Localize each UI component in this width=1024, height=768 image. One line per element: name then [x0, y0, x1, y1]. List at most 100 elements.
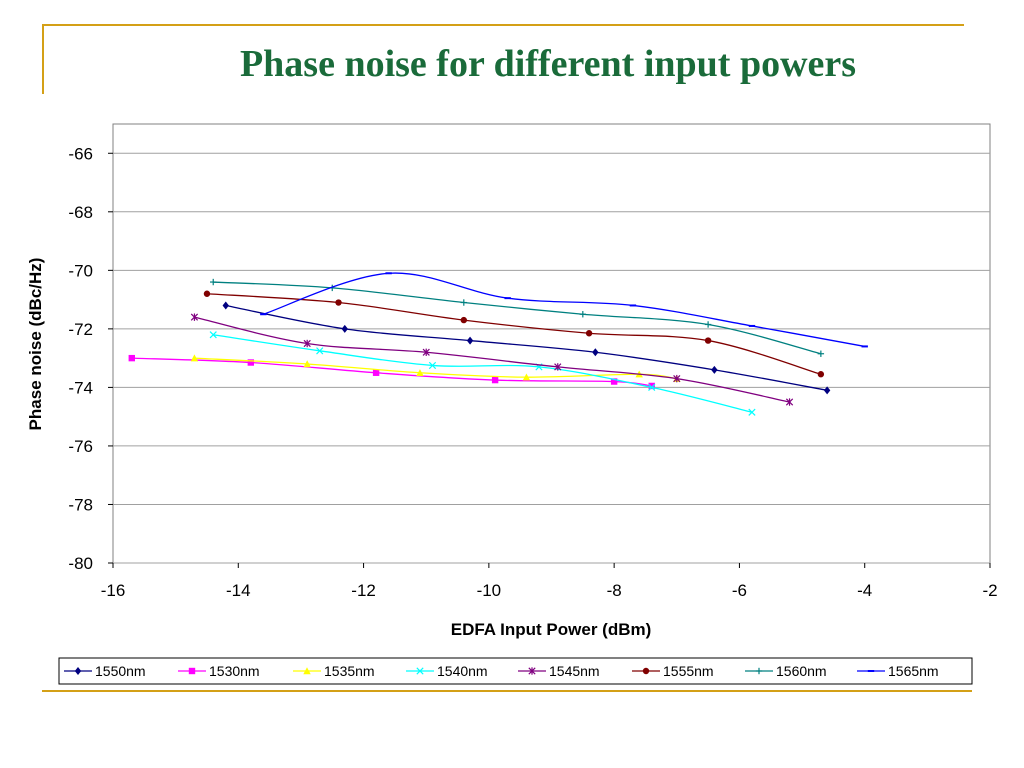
y-tick-label: -70	[68, 261, 93, 280]
legend-entry-1550nm: 1550nm	[64, 663, 146, 679]
data-point	[466, 336, 474, 345]
data-point	[190, 313, 199, 321]
y-tick-label: -78	[68, 495, 93, 514]
data-point	[861, 345, 868, 348]
legend-label: 1535nm	[324, 663, 375, 679]
data-point	[704, 321, 712, 328]
x-tick-label: -10	[477, 581, 502, 600]
legend-entry-1535nm: 1535nm	[293, 663, 375, 679]
series-1560nm	[210, 278, 825, 357]
data-point	[385, 272, 392, 275]
legend-entry-1560nm: 1560nm	[745, 663, 827, 679]
legend-entry-1565nm: 1565nm	[857, 663, 939, 679]
series-line	[213, 334, 753, 413]
data-point	[203, 290, 211, 297]
x-tick-label: -16	[101, 581, 126, 600]
legend-entry-1530nm: 1530nm	[178, 663, 260, 679]
legend-label: 1530nm	[209, 663, 260, 679]
data-point	[817, 350, 825, 357]
data-point	[416, 369, 424, 376]
series-line	[213, 281, 822, 355]
x-tick-label: -4	[857, 581, 872, 600]
series-1530nm	[128, 354, 655, 390]
data-point	[610, 378, 618, 385]
data-point	[823, 386, 831, 395]
x-tick-label: -6	[732, 581, 747, 600]
data-point	[522, 373, 531, 381]
data-point	[673, 374, 681, 383]
legend-label: 1545nm	[549, 663, 600, 679]
legend-marker	[642, 667, 650, 675]
data-point	[128, 354, 135, 362]
slide-title: Phase noise for different input powers	[239, 43, 857, 85]
legend-marker	[755, 667, 763, 675]
data-point	[335, 299, 342, 306]
data-point	[372, 369, 380, 376]
legend-marker	[867, 670, 875, 672]
series-1565nm	[260, 272, 868, 348]
data-point	[629, 304, 637, 307]
series-1540nm	[209, 331, 756, 416]
legend-marker	[188, 667, 196, 675]
y-tick-label: -74	[68, 378, 93, 397]
data-point	[316, 347, 324, 355]
gridlines	[113, 152, 990, 564]
y-tick-label: -66	[68, 144, 93, 163]
slide-frame-top-line	[42, 24, 964, 26]
data-point	[422, 348, 430, 356]
data-point	[748, 324, 756, 327]
tick-labels: -66 -68 -70 -72 -74 -76 -78 -80 -16 -14 -12 -10 -8 -6…	[68, 144, 997, 600]
series-line	[263, 272, 865, 348]
series-line	[225, 304, 828, 391]
legend-label: 1555nm	[663, 663, 714, 679]
data-point	[648, 383, 656, 392]
legend: 1550nm 1530nm 1535nm 1540nm 1545nm 1555nm 1560…	[64, 663, 939, 679]
series-1555nm	[203, 290, 825, 378]
data-point	[585, 330, 593, 337]
data-point	[579, 311, 587, 318]
data-point	[748, 408, 756, 416]
data-point	[504, 297, 511, 300]
legend-entry-1555nm: 1555nm	[632, 663, 714, 679]
data-point	[341, 324, 348, 333]
x-tick-label: -2	[982, 581, 997, 600]
series-lines	[128, 272, 868, 416]
legend-marker	[74, 667, 82, 675]
x-axis-title: EDFA Input Power (dBm)	[451, 620, 652, 639]
series-line	[206, 293, 822, 375]
legend-entry-1545nm: 1545nm	[518, 663, 600, 679]
plot-area	[112, 123, 991, 564]
data-point	[210, 278, 217, 286]
data-point	[222, 301, 229, 310]
data-point	[209, 331, 217, 339]
legend-marker	[528, 667, 536, 675]
legend-box	[58, 657, 973, 685]
legend-marker	[303, 667, 311, 675]
data-point	[460, 316, 467, 324]
data-point	[260, 313, 267, 316]
data-point	[592, 348, 599, 357]
data-point	[303, 360, 311, 368]
legend-label: 1565nm	[888, 663, 939, 679]
legend-label: 1560nm	[776, 663, 827, 679]
y-tick-label: -72	[68, 320, 93, 339]
series-1550nm	[222, 301, 831, 395]
data-point	[303, 339, 311, 348]
x-tick-label: -12	[351, 581, 376, 600]
data-point	[704, 337, 712, 344]
y-axis-title: Phase noise (dBc/Hz)	[26, 258, 45, 431]
y-tick-label: -68	[68, 203, 93, 222]
series-1545nm	[190, 313, 794, 406]
slide-frame-bottom-line	[42, 690, 972, 692]
series-line	[194, 316, 790, 403]
legend-label: 1550nm	[95, 663, 146, 679]
legend-label: 1540nm	[437, 663, 488, 679]
data-point	[785, 398, 794, 406]
legend-entry-1540nm: 1540nm	[406, 663, 488, 679]
data-point	[711, 365, 718, 374]
data-point	[648, 382, 655, 390]
x-tick-label: -8	[607, 581, 622, 600]
data-point	[190, 354, 199, 362]
data-point	[460, 299, 467, 306]
